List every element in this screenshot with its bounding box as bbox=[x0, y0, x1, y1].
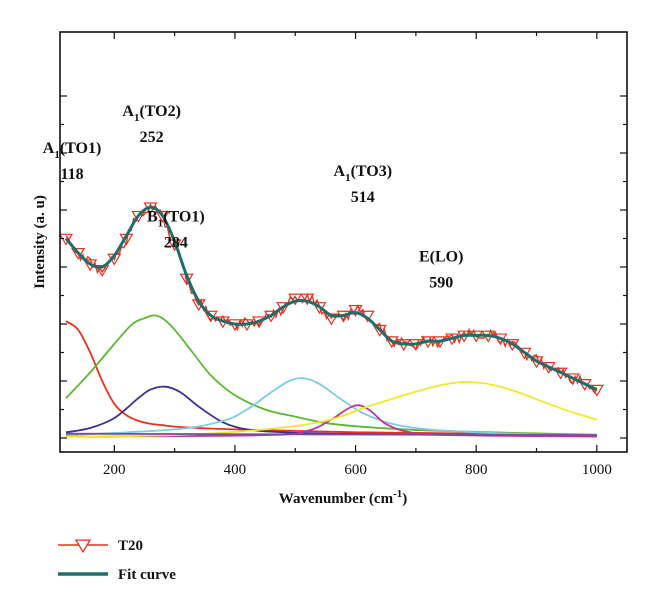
data-series bbox=[58, 202, 604, 397]
x-tick-label: 1000 bbox=[582, 462, 612, 478]
series-t20-line bbox=[65, 202, 598, 394]
peak-value-5: 590 bbox=[429, 274, 453, 291]
series-t20-marker bbox=[155, 210, 170, 223]
legend-t20-label: T20 bbox=[118, 538, 143, 554]
legend-fit-label: Fit curve bbox=[118, 567, 176, 583]
peak-label-5: E(LO) bbox=[419, 248, 463, 265]
peak-label-3: B1(TO1) bbox=[147, 208, 205, 229]
axis-ticks: 200 400 600 800 1000 bbox=[60, 32, 627, 478]
peak-value-1: 118 bbox=[61, 166, 84, 183]
peak-label-2: A1(TO2) bbox=[122, 103, 181, 124]
legend-t20-marker bbox=[74, 539, 92, 554]
peak-annotations: A1(TO1) 118 A1(TO2) 252 B1(TO1) 284 A1(TO3) 514… bbox=[43, 103, 464, 291]
legend: T20 Fit curve bbox=[58, 538, 176, 583]
component-peak-1 bbox=[65, 320, 597, 436]
series-fit-curve bbox=[64, 205, 598, 391]
component-peak-7 bbox=[65, 432, 597, 436]
x-axis-title: Wavenumber (cm-1) bbox=[279, 488, 407, 507]
component-peak-4 bbox=[65, 377, 597, 436]
peak-value-3: 284 bbox=[164, 234, 188, 251]
series-t20-marker bbox=[58, 233, 74, 246]
y-axis-title: Intensity (a. u) bbox=[32, 195, 48, 289]
series-t20-marker bbox=[131, 210, 146, 223]
series-t20-marker bbox=[589, 384, 604, 397]
series-t20-marker bbox=[71, 247, 86, 260]
peak-value-2: 252 bbox=[140, 129, 164, 146]
peak-label-1: A1(TO1) bbox=[43, 140, 102, 161]
component-peak-6 bbox=[65, 381, 598, 438]
plot-frame bbox=[59, 31, 628, 453]
component-peaks bbox=[65, 314, 598, 438]
component-peak-2 bbox=[65, 385, 597, 437]
component-peak-3 bbox=[65, 314, 597, 436]
series-t20-marker bbox=[348, 304, 363, 317]
x-tick-label: 400 bbox=[224, 462, 247, 478]
peak-label-4: A1(TO3) bbox=[334, 163, 393, 184]
x-tick-label: 600 bbox=[344, 462, 367, 478]
x-tick-label: 200 bbox=[103, 462, 126, 478]
x-tick-label: 800 bbox=[465, 462, 488, 478]
peak-value-4: 514 bbox=[351, 189, 375, 206]
